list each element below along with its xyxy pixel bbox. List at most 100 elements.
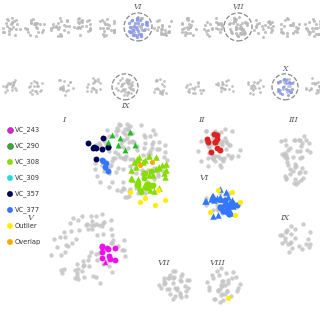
Point [164,90,169,95]
Point [122,132,127,137]
Point [297,156,302,161]
Point [160,163,165,168]
Point [233,30,238,36]
Point [163,161,168,166]
Point [284,87,289,92]
Point [218,191,223,196]
Point [154,19,159,24]
Point [100,147,105,152]
Point [124,153,129,158]
Point [142,141,147,146]
Point [123,195,128,200]
Point [34,79,39,84]
Point [109,158,115,163]
Point [162,175,167,180]
Point [298,169,303,174]
Point [70,215,75,220]
Point [214,15,219,20]
Point [288,223,293,228]
Point [315,80,320,85]
Point [132,159,137,164]
Point [221,86,226,92]
Point [214,132,219,137]
Point [94,222,99,227]
Point [302,22,308,27]
Point [105,169,110,174]
Point [100,31,105,36]
Point [212,140,217,145]
Point [224,83,229,88]
Point [204,128,209,133]
Point [144,181,149,187]
Point [244,21,249,26]
Point [97,86,102,92]
Point [75,24,80,29]
Point [108,217,114,222]
Text: VII: VII [232,3,244,11]
Point [152,166,157,171]
Point [211,153,216,158]
Point [185,18,190,23]
Point [7,191,12,196]
Point [192,85,197,90]
Point [100,224,105,229]
Point [211,214,216,219]
Point [220,283,225,288]
Point [132,160,137,165]
Point [134,17,139,22]
Point [228,21,233,26]
Point [96,222,101,228]
Point [156,185,162,190]
Point [136,15,141,20]
Point [203,195,208,200]
Point [213,20,219,25]
Point [232,19,237,24]
Point [221,155,227,160]
Point [204,129,209,134]
Point [131,27,136,32]
Point [265,20,270,25]
Point [87,27,92,32]
Point [317,22,320,27]
Point [146,154,151,159]
Point [316,31,320,36]
Point [95,258,100,263]
Point [68,229,74,234]
Point [159,29,164,35]
Point [135,179,140,184]
Point [143,182,148,187]
Point [150,173,155,178]
Point [84,222,89,228]
Point [151,183,156,188]
Point [261,34,266,39]
Point [278,22,283,27]
Point [77,20,82,25]
Point [282,80,287,85]
Point [131,87,136,92]
Point [254,21,259,26]
Point [311,28,316,33]
Point [28,32,33,37]
Point [128,86,133,92]
Point [230,153,235,158]
Point [275,80,280,85]
Point [307,229,312,234]
Point [287,146,292,151]
Point [97,180,102,185]
Point [159,90,164,95]
Point [154,155,159,160]
Point [116,144,121,149]
Point [229,202,234,207]
Point [113,155,118,160]
Point [148,133,153,138]
Point [219,20,224,26]
Point [78,26,83,31]
Point [86,263,92,268]
Point [133,180,138,185]
Point [149,145,155,150]
Point [76,228,81,233]
Point [119,83,124,88]
Point [170,269,175,274]
Point [87,26,92,31]
Point [142,196,148,201]
